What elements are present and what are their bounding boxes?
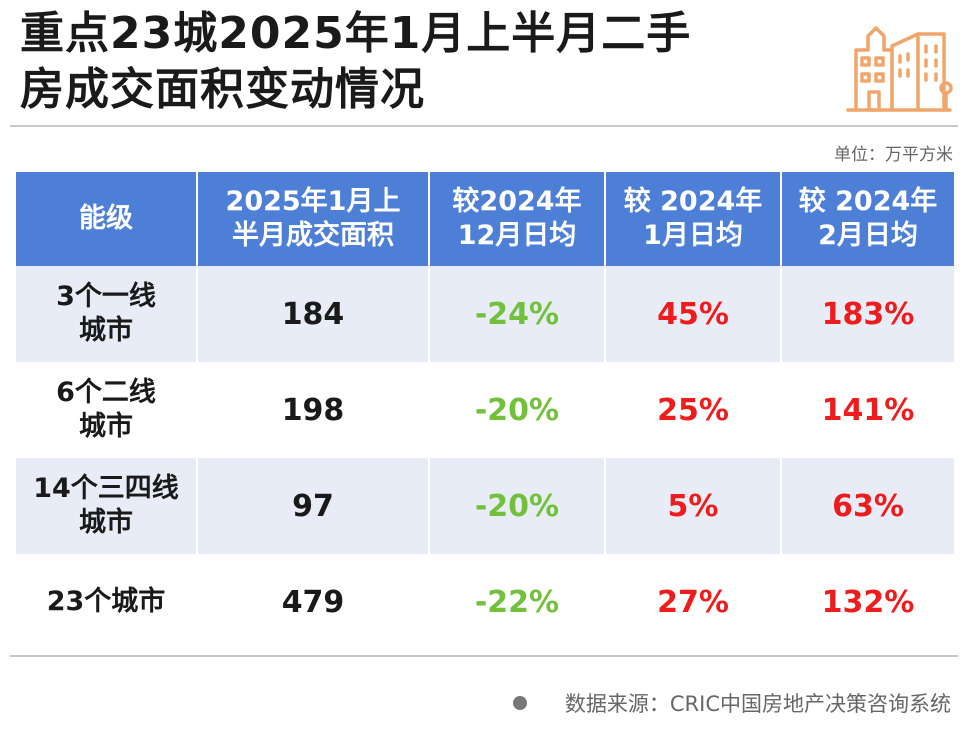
cell-level: 23个城市 xyxy=(16,554,198,650)
city-building-icon xyxy=(846,26,953,112)
table-row: 14个三四线 城市 97 -20% 5% 63% xyxy=(16,458,954,554)
cell-area: 479 xyxy=(197,554,430,650)
source-note: 数据来源：CRIC中国房地产决策咨询系统 xyxy=(512,688,951,718)
header-vs-dec: 较2024年 12月日均 xyxy=(429,172,606,266)
cell-level: 6个二线 城市 xyxy=(16,362,198,458)
cell-area: 184 xyxy=(197,266,430,362)
cell-vs-jan: 5% xyxy=(605,458,782,554)
page-title: 重点23城2025年1月上半月二手 房成交面积变动情况 xyxy=(20,6,820,118)
header-vs-jan: 较 2024年 1月日均 xyxy=(605,172,782,266)
table-row: 23个城市 479 -22% 27% 132% xyxy=(16,554,954,650)
cell-vs-jan: 25% xyxy=(605,362,782,458)
cell-vs-feb: 63% xyxy=(781,458,954,554)
cell-vs-dec: -24% xyxy=(429,266,606,362)
unit-label: 单位：万平方米 xyxy=(834,145,953,165)
table-row: 3个一线 城市 184 -24% 45% 183% xyxy=(16,266,954,362)
table-row: 6个二线 城市 198 -20% 25% 141% xyxy=(16,362,954,458)
title-line-1: 重点23城2025年1月上半月二手 xyxy=(20,8,692,59)
cell-vs-dec: -22% xyxy=(429,554,606,650)
cell-level: 14个三四线 城市 xyxy=(16,458,198,554)
header-level: 能级 xyxy=(16,172,198,266)
cell-vs-feb: 132% xyxy=(781,554,954,650)
cell-vs-dec: -20% xyxy=(429,458,606,554)
cell-vs-jan: 45% xyxy=(605,266,782,362)
cell-area: 198 xyxy=(197,362,430,458)
cell-level: 3个一线 城市 xyxy=(16,266,198,362)
header-row: 能级 2025年1月上 半月成交面积 较2024年 12月日均 较 2024年 1月日… xyxy=(16,172,954,266)
cell-vs-feb: 141% xyxy=(781,362,954,458)
cell-area: 97 xyxy=(197,458,430,554)
data-table: 能级 2025年1月上 半月成交面积 较2024年 12月日均 较 2024年 1月日… xyxy=(16,172,954,650)
cell-vs-jan: 27% xyxy=(605,554,782,650)
source-text: 数据来源：CRIC中国房地产决策咨询系统 xyxy=(564,692,951,716)
top-divider xyxy=(10,125,958,127)
title-line-2: 房成交面积变动情况 xyxy=(20,64,425,115)
bottom-divider xyxy=(10,655,958,657)
cell-vs-dec: -20% xyxy=(429,362,606,458)
header-area: 2025年1月上 半月成交面积 xyxy=(197,172,430,266)
header-vs-feb: 较 2024年 2月日均 xyxy=(781,172,954,266)
bullet-dot-icon xyxy=(512,696,527,710)
cell-vs-feb: 183% xyxy=(781,266,954,362)
